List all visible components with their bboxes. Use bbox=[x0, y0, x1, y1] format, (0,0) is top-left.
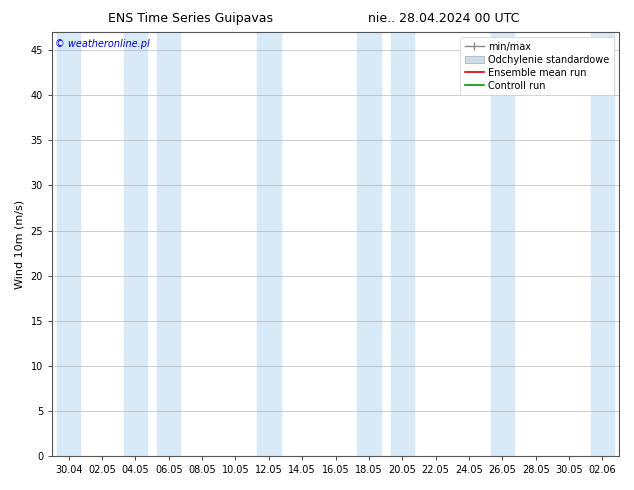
Bar bbox=[491, 32, 514, 456]
Bar bbox=[391, 32, 414, 456]
Bar bbox=[257, 32, 280, 456]
Text: © weatheronline.pl: © weatheronline.pl bbox=[55, 39, 150, 49]
Legend: min/max, Odchylenie standardowe, Ensemble mean run, Controll run: min/max, Odchylenie standardowe, Ensembl… bbox=[460, 37, 614, 96]
Y-axis label: Wind 10m (m/s): Wind 10m (m/s) bbox=[15, 199, 25, 289]
Bar bbox=[124, 32, 147, 456]
Bar bbox=[157, 32, 181, 456]
Bar bbox=[591, 32, 614, 456]
Text: nie.. 28.04.2024 00 UTC: nie.. 28.04.2024 00 UTC bbox=[368, 12, 519, 25]
Bar bbox=[357, 32, 380, 456]
Text: ENS Time Series Guipavas: ENS Time Series Guipavas bbox=[108, 12, 273, 25]
Bar bbox=[57, 32, 81, 456]
